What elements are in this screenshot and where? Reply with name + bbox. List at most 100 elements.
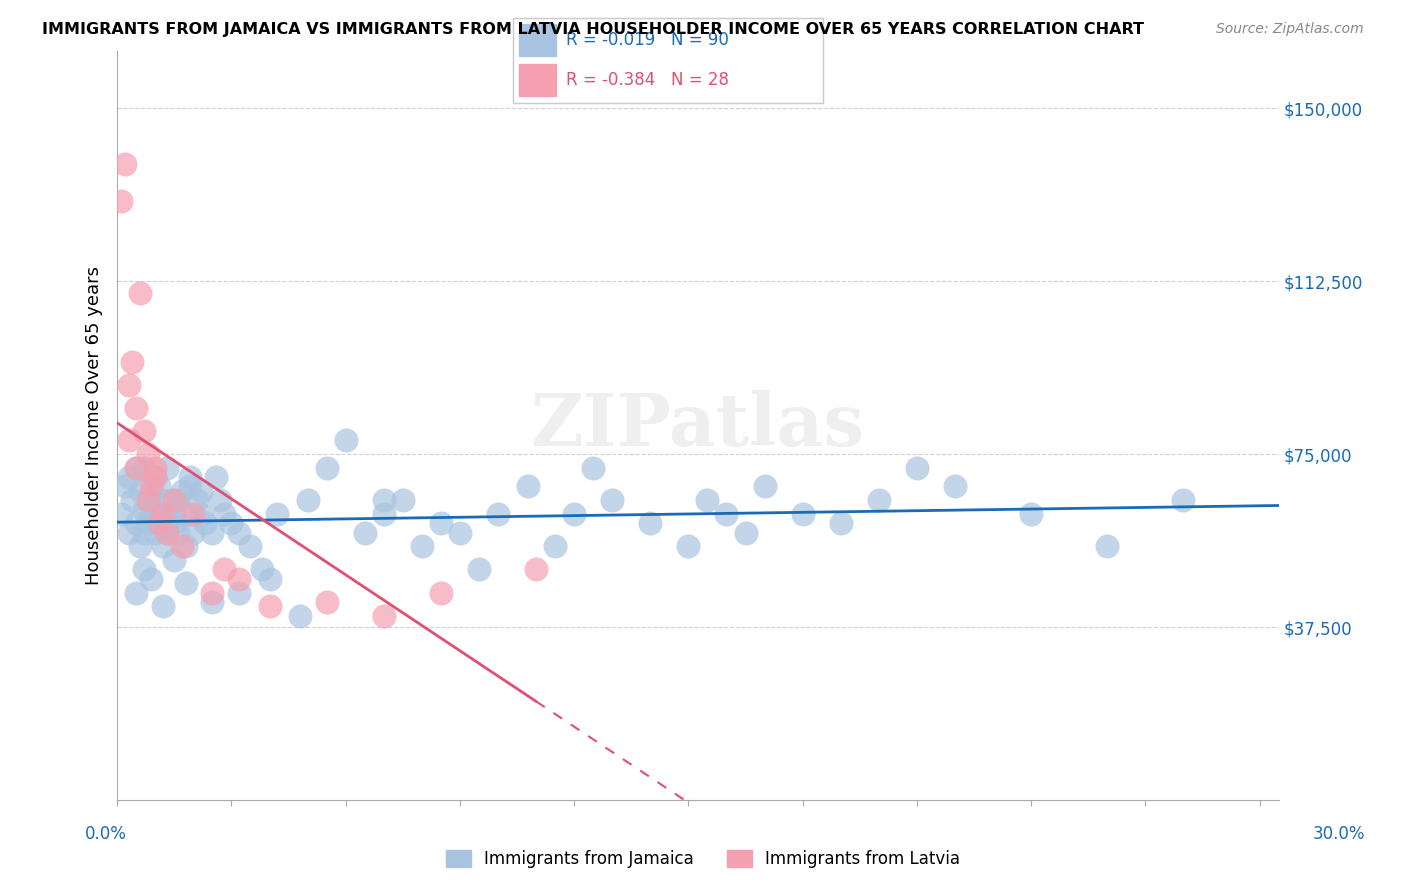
Point	[221, 516, 243, 531]
Point	[201, 525, 224, 540]
Point	[170, 540, 193, 554]
Point	[129, 285, 152, 300]
Point	[117, 378, 139, 392]
Point	[156, 461, 179, 475]
Point	[943, 479, 966, 493]
Point	[411, 540, 433, 554]
Point	[288, 608, 311, 623]
Point	[208, 493, 231, 508]
Point	[486, 507, 509, 521]
Point	[136, 493, 159, 508]
Y-axis label: Householder Income Over 65 years: Householder Income Over 65 years	[86, 266, 103, 585]
Point	[152, 507, 174, 521]
Point	[250, 562, 273, 576]
Point	[1019, 507, 1042, 521]
Point	[174, 540, 197, 554]
Point	[125, 585, 148, 599]
Point	[315, 461, 337, 475]
Point	[259, 572, 281, 586]
Point	[163, 493, 186, 508]
Point	[373, 608, 395, 623]
Point	[517, 479, 540, 493]
Point	[582, 461, 605, 475]
Text: R = -0.019   N = 90: R = -0.019 N = 90	[565, 31, 728, 49]
Point	[678, 540, 700, 554]
Point	[1173, 493, 1195, 508]
Point	[201, 595, 224, 609]
Bar	[519, 24, 557, 56]
Point	[600, 493, 623, 508]
Text: IMMIGRANTS FROM JAMAICA VS IMMIGRANTS FROM LATVIA HOUSEHOLDER INCOME OVER 65 YEA: IMMIGRANTS FROM JAMAICA VS IMMIGRANTS FR…	[42, 22, 1144, 37]
Point	[167, 493, 190, 508]
Point	[754, 479, 776, 493]
Point	[830, 516, 852, 531]
Bar	[519, 63, 557, 95]
Point	[136, 516, 159, 531]
Point	[129, 540, 152, 554]
Point	[186, 493, 208, 508]
Point	[1097, 540, 1119, 554]
Point	[716, 507, 738, 521]
Point	[228, 525, 250, 540]
Point	[190, 507, 212, 521]
Point	[179, 479, 201, 493]
Point	[335, 434, 357, 448]
Point	[148, 479, 170, 493]
Point	[148, 507, 170, 521]
Point	[141, 484, 163, 499]
Point	[114, 479, 136, 493]
Point	[159, 493, 181, 508]
Point	[121, 493, 143, 508]
Point	[640, 516, 662, 531]
Point	[212, 507, 235, 521]
Point	[129, 484, 152, 499]
Point	[315, 595, 337, 609]
Point	[430, 585, 453, 599]
Point	[373, 507, 395, 521]
Point	[125, 461, 148, 475]
Point	[544, 540, 567, 554]
Point	[430, 516, 453, 531]
Point	[524, 562, 547, 576]
Point	[449, 525, 471, 540]
Point	[132, 424, 155, 438]
Point	[391, 493, 413, 508]
Point	[117, 470, 139, 484]
Point	[212, 562, 235, 576]
Point	[266, 507, 288, 521]
Point	[156, 516, 179, 531]
Point	[132, 461, 155, 475]
Point	[205, 470, 228, 484]
Point	[136, 447, 159, 461]
Point	[297, 493, 319, 508]
Point	[152, 493, 174, 508]
Text: ZIPatlas: ZIPatlas	[531, 390, 865, 461]
Point	[194, 516, 217, 531]
Point	[152, 540, 174, 554]
Point	[163, 553, 186, 567]
Point	[905, 461, 928, 475]
Point	[125, 401, 148, 415]
Point	[734, 525, 756, 540]
Point	[110, 194, 132, 208]
Legend: Immigrants from Jamaica, Immigrants from Latvia: Immigrants from Jamaica, Immigrants from…	[439, 843, 967, 875]
Point	[141, 479, 163, 493]
Point	[170, 484, 193, 499]
Point	[179, 470, 201, 484]
Point	[152, 599, 174, 614]
Point	[114, 156, 136, 170]
Point	[148, 516, 170, 531]
Text: R = -0.384   N = 28: R = -0.384 N = 28	[565, 70, 728, 88]
Point	[143, 470, 166, 484]
Point	[132, 562, 155, 576]
Point	[792, 507, 814, 521]
Point	[228, 585, 250, 599]
Point	[174, 576, 197, 591]
Point	[143, 461, 166, 475]
Point	[163, 516, 186, 531]
Text: Source: ZipAtlas.com: Source: ZipAtlas.com	[1216, 22, 1364, 37]
Point	[143, 525, 166, 540]
Point	[141, 572, 163, 586]
Text: 0.0%: 0.0%	[84, 825, 127, 843]
Point	[183, 507, 205, 521]
